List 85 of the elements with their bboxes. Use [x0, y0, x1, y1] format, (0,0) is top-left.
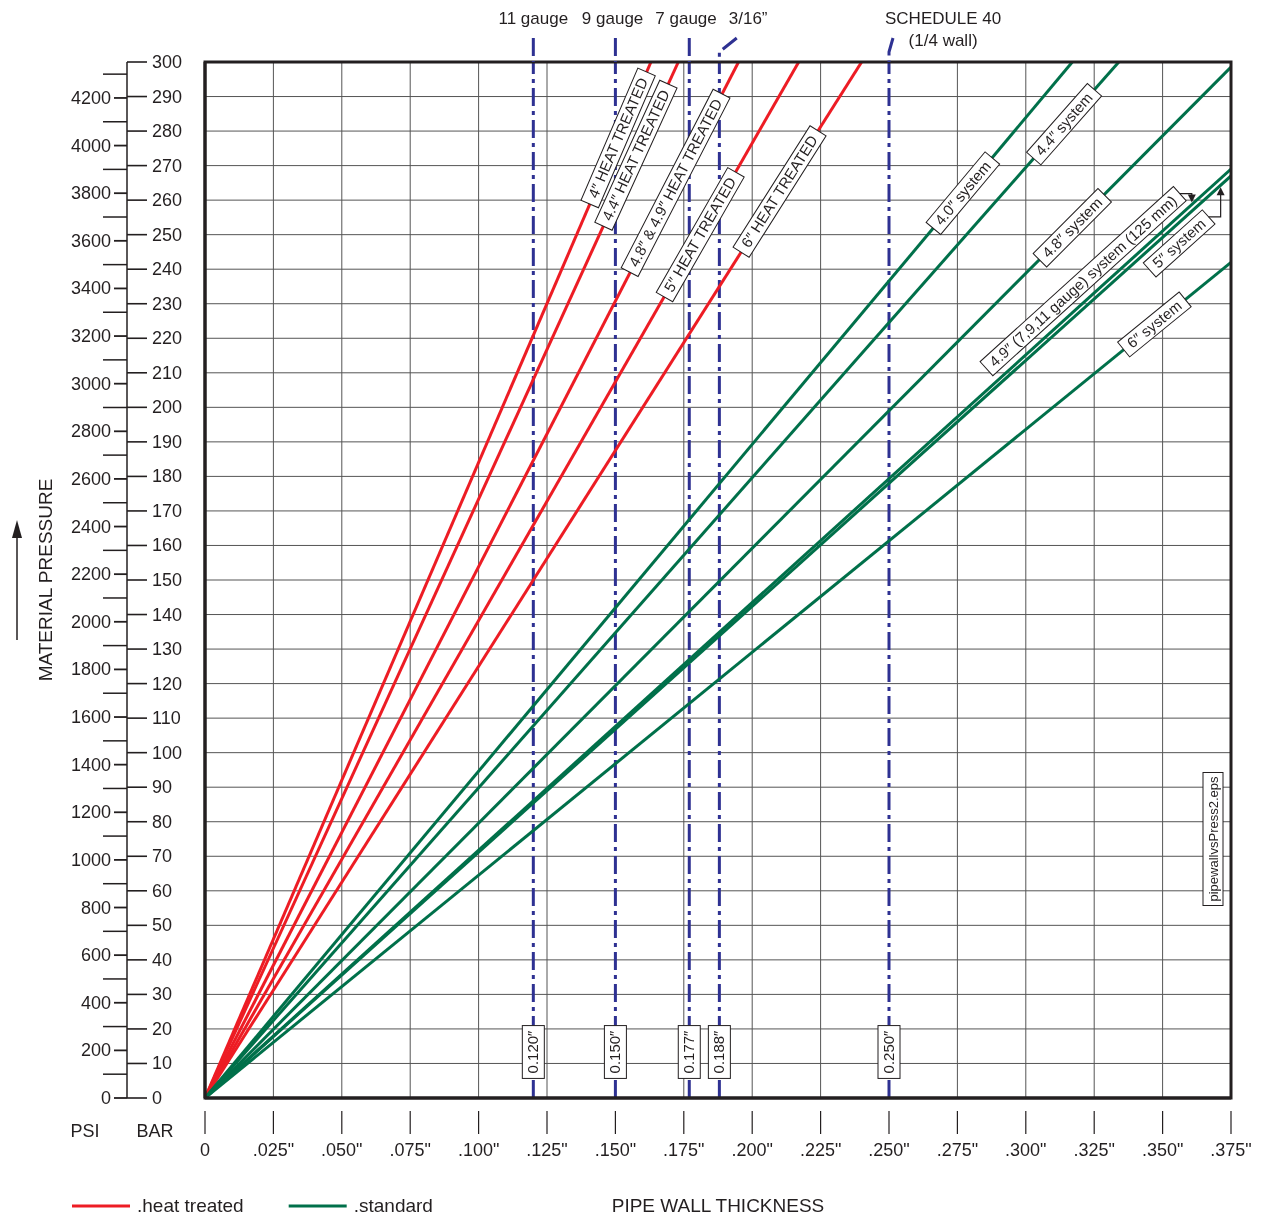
ref-line-label: 7 gauge	[655, 9, 717, 28]
y-tick-label: 280	[152, 121, 183, 142]
y-tick-label: 140	[152, 604, 183, 625]
annotation: 0.177″	[680, 1029, 698, 1074]
y-tick-label: 180	[152, 466, 183, 487]
y2-tick-label: 3400	[70, 278, 111, 299]
y-tick-label: 50	[152, 915, 173, 936]
legend-label: .heat treated	[137, 1195, 244, 1216]
y2-tick-label: 1200	[70, 802, 111, 823]
y-tick-label: 10	[152, 1053, 173, 1074]
y-tick-label: 100	[152, 742, 183, 763]
y2-tick-label: 4000	[70, 135, 111, 156]
y2-tick-label: 3200	[70, 326, 111, 347]
y-tick-label: 230	[152, 293, 183, 314]
y-tick-label: 20	[152, 1018, 173, 1039]
y-tick-label: 40	[152, 949, 173, 970]
y-tick-label: 240	[152, 259, 183, 280]
annotation: 0.150″	[606, 1029, 624, 1074]
x-tick-label: .250"	[868, 1140, 910, 1160]
y-tick-label: 260	[152, 190, 183, 211]
y-tick-label: 290	[152, 86, 183, 107]
x-tick-label: .100"	[457, 1140, 500, 1160]
y-tick-label: 130	[152, 639, 183, 660]
y-tick-label: 270	[152, 155, 183, 176]
y2-tick-label: 2400	[70, 516, 111, 537]
y2-tick-label: 3000	[70, 373, 111, 394]
y2-tick-label: 600	[80, 945, 111, 966]
y2-tick-label: 2800	[70, 421, 111, 442]
annotation: 0.188″	[710, 1029, 728, 1074]
annotation: 0.120″	[524, 1029, 542, 1074]
y2-tick-label: 1000	[70, 849, 111, 870]
annotation: 0.250″	[880, 1029, 897, 1074]
x-tick-label: .300"	[1005, 1140, 1047, 1160]
y2-axis-title: PSI	[70, 1121, 100, 1141]
x-tick-label: .175"	[663, 1140, 705, 1160]
y-tick-label: 110	[152, 708, 181, 729]
x-tick-label: .075"	[389, 1140, 431, 1160]
x-axis-title: PIPE WALL THICKNESS	[611, 1195, 825, 1216]
ref-line-label: SCHEDULE 40 (1/4 wall)	[885, 9, 1002, 50]
y-tick-label: 30	[152, 984, 173, 1005]
x-tick-label: .125"	[526, 1140, 568, 1160]
y2-tick-label: 200	[80, 1040, 111, 1061]
y-tick-label: 300	[152, 52, 183, 72]
x-tick-label: .200"	[731, 1140, 773, 1160]
y-tick-label: 220	[152, 328, 183, 349]
y-tick-label: 150	[152, 570, 183, 590]
y-tick-label: 60	[152, 880, 173, 901]
y2-tick-label: 0	[100, 1088, 111, 1108]
y2-tick-label: 2200	[70, 564, 111, 585]
x-tick-label: .050"	[321, 1140, 363, 1160]
y-axis-title: BAR	[136, 1121, 174, 1141]
y2-tick-label: 2000	[70, 611, 111, 632]
legend-label: .standard	[353, 1195, 433, 1216]
y-tick-label: 80	[152, 811, 173, 832]
y-tick-label: 250	[152, 224, 183, 245]
ref-line-label: 9 gauge	[581, 9, 644, 28]
x-tick-label: .375"	[1210, 1140, 1252, 1160]
y-tick-label: 0	[152, 1088, 163, 1108]
y-tick-label: 70	[152, 846, 173, 867]
y-tick-label: 120	[152, 673, 183, 694]
y2-tick-label: 1400	[70, 754, 111, 775]
y-tick-label: 170	[152, 500, 183, 521]
y-tick-label: 160	[152, 535, 183, 556]
x-tick-label: .225"	[799, 1140, 842, 1160]
ref-line-label: 11 gauge	[498, 9, 569, 28]
y2-tick-label: 3600	[70, 230, 111, 251]
x-tick-label: .025"	[252, 1140, 295, 1160]
x-tick-label: 0	[199, 1140, 211, 1160]
y-tick-label: 190	[152, 431, 183, 452]
y2-tick-label: 3800	[70, 183, 111, 204]
x-tick-label: .275"	[936, 1140, 979, 1160]
x-tick-label: .325"	[1073, 1140, 1115, 1160]
y-tick-label: 210	[152, 362, 183, 383]
y2-tick-label: 1800	[70, 659, 111, 680]
ref-line-label: 3/16”	[728, 9, 768, 28]
y2-tick-label: 4200	[70, 87, 111, 108]
x-tick-label: .150"	[594, 1140, 637, 1160]
y-tick-label: 90	[152, 777, 173, 798]
y2-tick-label: 1600	[70, 707, 111, 728]
x-tick-label: .350"	[1141, 1140, 1184, 1160]
text: MATERIAL PRESSURE	[35, 478, 56, 682]
y2-tick-label: 2600	[70, 468, 111, 489]
y2-tick-label: 400	[80, 992, 111, 1013]
y-tick-label: 200	[152, 397, 183, 418]
y2-tick-label: 800	[80, 897, 111, 918]
